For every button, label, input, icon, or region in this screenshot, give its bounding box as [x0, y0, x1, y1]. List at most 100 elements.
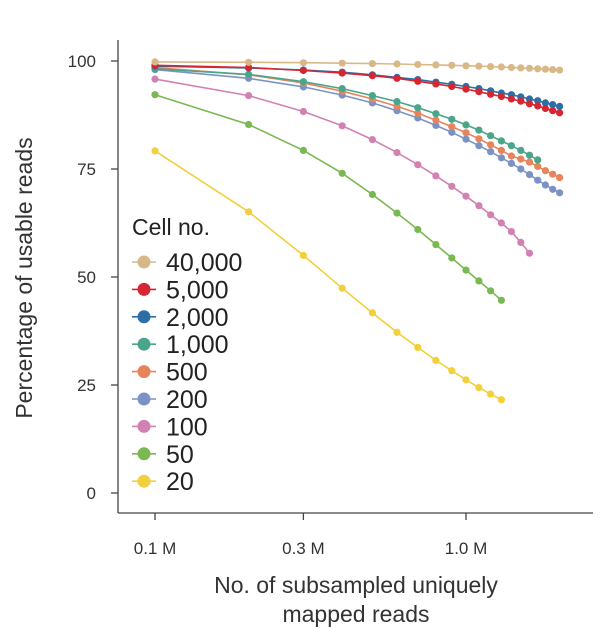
data-point [556, 174, 564, 182]
data-point [517, 64, 525, 72]
data-point [475, 142, 483, 150]
data-point [487, 211, 495, 219]
series-20 [151, 147, 505, 404]
data-point [299, 59, 307, 67]
legend-item: 20 [132, 468, 194, 496]
legend-title: Cell no. [132, 214, 210, 240]
data-point [432, 121, 440, 129]
legend-item: 1,000 [132, 331, 229, 359]
data-point [245, 208, 253, 216]
data-point [549, 101, 557, 109]
y-tick-label: 50 [77, 268, 96, 287]
data-point [368, 60, 376, 68]
data-point [525, 100, 534, 108]
data-point [525, 151, 534, 159]
legend-marker [137, 365, 151, 379]
data-point [534, 65, 542, 73]
data-point [368, 136, 376, 144]
data-point [507, 228, 515, 236]
data-point [432, 61, 440, 69]
series-group [151, 58, 564, 404]
legend-marker [137, 447, 151, 461]
series-line [154, 78, 531, 254]
legend-label: 50 [166, 441, 194, 469]
data-point [475, 135, 483, 143]
x-axis-title-line-2: mapped reads [282, 601, 429, 627]
legend-label: 40,000 [166, 249, 242, 277]
legend-item: 500 [132, 359, 208, 387]
data-point [475, 126, 483, 134]
data-point [432, 116, 440, 124]
data-point [414, 104, 422, 112]
data-point [507, 95, 515, 103]
data-point [151, 147, 159, 155]
data-point [414, 161, 422, 169]
y-ticks: 0 25 50 75 100 [68, 52, 118, 503]
data-point [549, 66, 557, 74]
data-point [432, 241, 440, 249]
data-point [475, 202, 483, 210]
data-point [245, 92, 253, 100]
data-point [549, 107, 557, 115]
data-point [534, 162, 542, 170]
data-point [525, 171, 534, 179]
data-point [462, 192, 470, 200]
data-point [487, 63, 495, 71]
data-point [517, 97, 525, 105]
data-point [534, 156, 542, 164]
legend-marker [137, 255, 151, 269]
y-tick-label: 25 [77, 376, 96, 395]
data-point [556, 109, 564, 117]
legend-label: 500 [166, 359, 208, 387]
data-point [448, 254, 456, 262]
data-point [549, 185, 557, 193]
data-point [338, 122, 346, 130]
legend-marker [137, 419, 151, 433]
data-point [245, 63, 253, 72]
data-point [414, 109, 422, 117]
legend-marker [137, 392, 151, 406]
legend-item: 2,000 [132, 304, 229, 332]
data-point [338, 85, 346, 93]
data-point [497, 63, 505, 71]
data-point [448, 367, 456, 375]
data-point [448, 128, 456, 136]
data-point [432, 172, 440, 180]
data-point [299, 66, 307, 75]
x-tick-label: 1.0 M [445, 539, 488, 558]
data-point [507, 142, 515, 150]
data-point [151, 75, 159, 83]
y-axis-title: Percentage of usable reads [11, 137, 37, 418]
legend-label: 200 [166, 386, 208, 414]
data-point [338, 169, 346, 177]
data-point [507, 159, 515, 167]
legend-item: 50 [132, 441, 194, 469]
data-point [245, 120, 253, 129]
data-point [507, 63, 515, 72]
data-point [245, 70, 253, 78]
data-point [525, 158, 534, 166]
data-point [497, 396, 505, 404]
data-point [541, 104, 550, 113]
data-point [487, 90, 495, 98]
data-point [432, 356, 440, 364]
series-line [154, 66, 560, 179]
data-point [517, 155, 525, 163]
data-point [448, 123, 456, 131]
data-point [487, 132, 495, 140]
data-point [299, 146, 307, 154]
data-point [487, 148, 495, 156]
data-point [462, 135, 470, 143]
data-point [462, 62, 470, 70]
legend-marker [137, 282, 151, 296]
data-point [393, 98, 401, 106]
legend-item: 200 [132, 386, 208, 414]
data-point [517, 146, 525, 154]
data-point [487, 141, 495, 149]
data-point [462, 376, 470, 384]
data-point [414, 343, 422, 351]
data-point [368, 309, 376, 317]
data-point [151, 91, 159, 99]
data-point [393, 328, 401, 336]
series-200 [151, 66, 564, 197]
